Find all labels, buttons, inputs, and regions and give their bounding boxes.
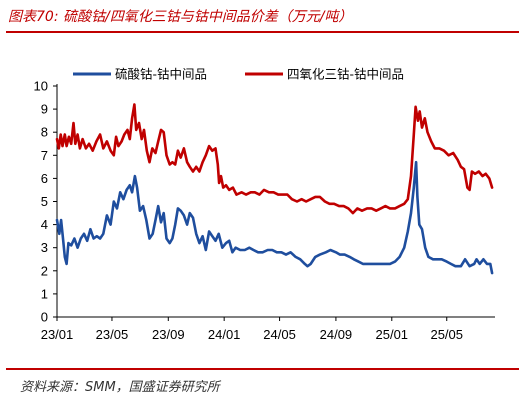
chart-title: 图表70: 硫酸钴/四氧化三钴与钴中间品价差（万元/吨） (8, 9, 353, 25)
legend-label-2: 四氧化三钴-钴中间品 (287, 67, 404, 82)
chart-legend: 硫酸钴-钴中间品 四氧化三钴-钴中间品 (73, 67, 404, 82)
x-tick-label: 23/05 (96, 327, 129, 342)
y-tick-label: 4 (41, 217, 48, 232)
series-line-1 (55, 160, 494, 275)
x-tick-label: 25/05 (430, 327, 463, 342)
x-tick-label: 23/09 (152, 327, 185, 342)
title-rule (6, 31, 519, 33)
y-tick-label: 2 (41, 263, 48, 278)
y-tick-label: 10 (34, 79, 48, 94)
y-tick-label: 8 (41, 125, 48, 140)
x-tick-label: 23/01 (41, 327, 74, 342)
legend-label-1: 硫酸钴-钴中间品 (115, 67, 207, 82)
x-tick-label: 24/01 (208, 327, 241, 342)
y-tick-label: 5 (41, 194, 48, 209)
y-tick-label: 9 (41, 102, 48, 117)
footer-rule (6, 368, 519, 370)
source-note: 资料来源：SMM，国盛证券研究所 (20, 380, 220, 395)
x-tick-label: 24/05 (263, 327, 296, 342)
chart-series (55, 103, 494, 275)
y-tick-label: 7 (41, 148, 48, 163)
x-tick-label: 24/09 (320, 327, 353, 342)
chart-axes: 0 1 2 3 4 5 6 7 8 9 10 23/01 23/05 23/09 24/01 24/05 24/… (34, 79, 495, 342)
x-tick-label: 25/01 (376, 327, 409, 342)
y-tick-label: 6 (41, 171, 48, 186)
series-line-2 (55, 103, 494, 215)
y-tick-label: 0 (41, 310, 48, 325)
y-tick-label: 1 (41, 286, 48, 301)
y-tick-label: 3 (41, 240, 48, 255)
